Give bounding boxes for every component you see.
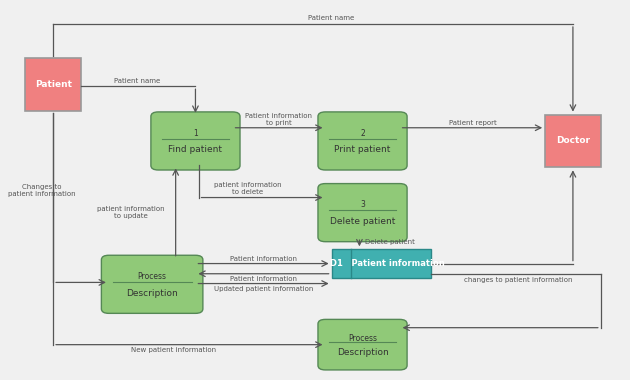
Text: Process: Process [137,272,167,281]
Text: Patient name: Patient name [113,78,160,84]
Text: Patient name: Patient name [309,15,355,21]
Text: Delete patient: Delete patient [365,239,415,245]
Text: Updated patient information: Updated patient information [214,286,313,292]
Text: Patient report: Patient report [449,120,496,126]
Text: 1: 1 [193,128,198,138]
FancyBboxPatch shape [25,58,81,111]
Text: 3: 3 [360,200,365,209]
Text: patient information
to delete: patient information to delete [214,182,282,195]
Text: Process: Process [348,334,377,342]
FancyBboxPatch shape [331,249,430,278]
FancyBboxPatch shape [151,112,240,170]
Text: patient information
to update: patient information to update [96,206,164,219]
FancyBboxPatch shape [545,114,601,167]
FancyBboxPatch shape [318,184,407,242]
Text: Description: Description [336,348,389,357]
Text: 2: 2 [360,128,365,138]
FancyBboxPatch shape [101,255,203,314]
Text: Delete patient: Delete patient [330,217,395,226]
FancyBboxPatch shape [318,112,407,170]
Text: New patient information: New patient information [131,347,216,353]
Text: D1   Patient information: D1 Patient information [330,259,445,268]
FancyBboxPatch shape [318,319,407,370]
Text: Doctor: Doctor [556,136,590,146]
Text: Find patient: Find patient [168,145,222,154]
Text: Description: Description [126,289,178,298]
Text: Patient: Patient [35,80,72,89]
Text: Print patient: Print patient [335,145,391,154]
Text: Patient information: Patient information [230,276,297,282]
Text: Changes to
patient information: Changes to patient information [8,184,76,196]
Text: changes to patient information: changes to patient information [464,277,573,283]
Text: Patient information
to print: Patient information to print [246,112,312,125]
Text: Patient information: Patient information [230,256,297,262]
